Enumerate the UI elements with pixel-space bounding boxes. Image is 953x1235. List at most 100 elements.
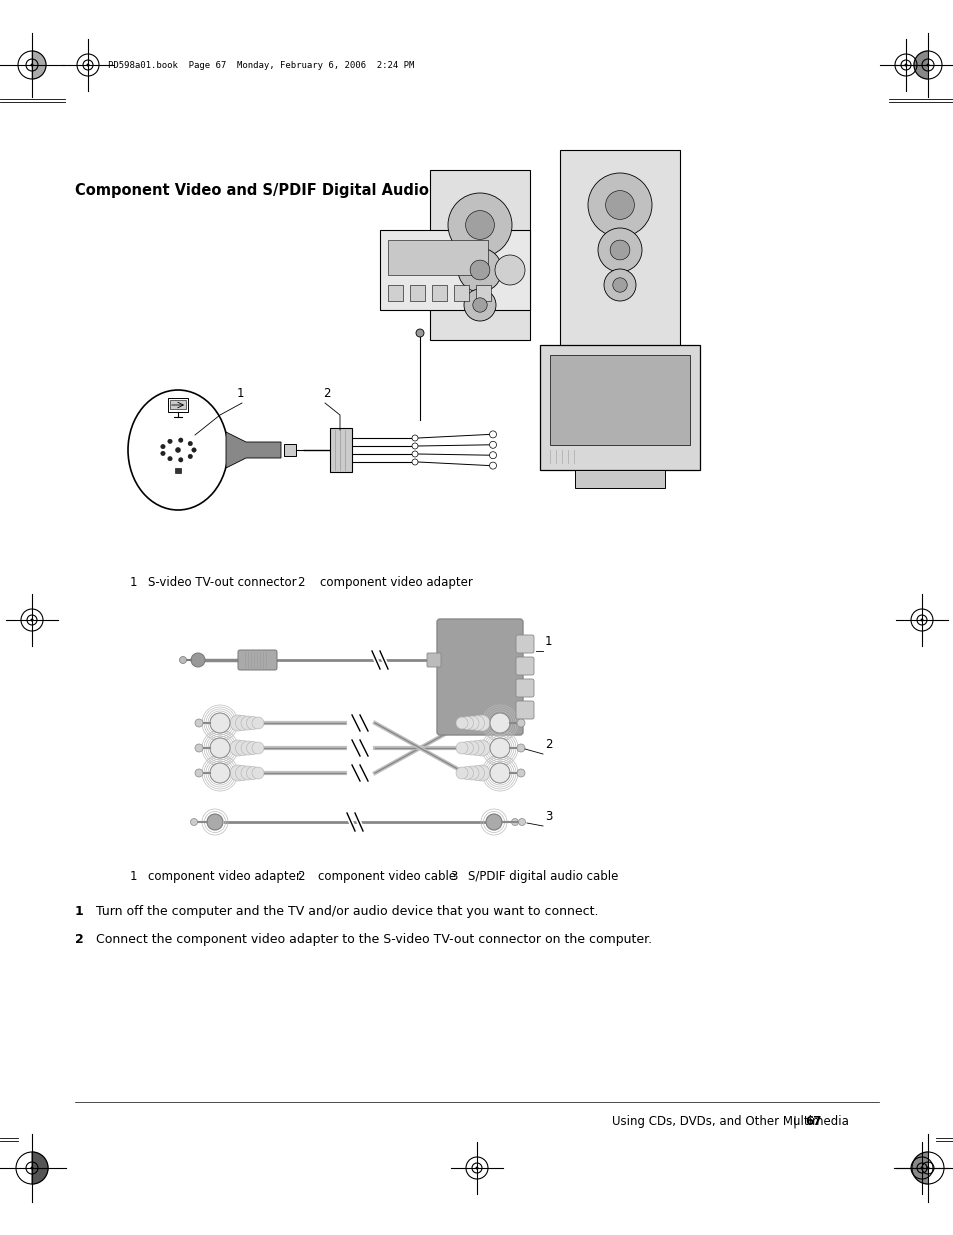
Circle shape bbox=[412, 443, 417, 450]
Circle shape bbox=[517, 743, 524, 752]
Circle shape bbox=[246, 716, 259, 730]
FancyBboxPatch shape bbox=[516, 657, 534, 676]
Circle shape bbox=[473, 298, 487, 312]
Circle shape bbox=[469, 766, 484, 781]
Circle shape bbox=[161, 451, 165, 456]
Text: component video cable: component video cable bbox=[317, 869, 456, 883]
Text: 1: 1 bbox=[236, 387, 244, 400]
Circle shape bbox=[903, 63, 906, 67]
Text: PD598a01.book  Page 67  Monday, February 6, 2006  2:24 PM: PD598a01.book Page 67 Monday, February 6… bbox=[108, 61, 414, 69]
Circle shape bbox=[30, 619, 33, 621]
Circle shape bbox=[490, 763, 510, 783]
Circle shape bbox=[416, 329, 423, 337]
Circle shape bbox=[517, 769, 524, 777]
Text: S-video TV-out connector: S-video TV-out connector bbox=[148, 576, 296, 589]
Circle shape bbox=[194, 769, 203, 777]
Circle shape bbox=[246, 741, 259, 755]
Text: 2: 2 bbox=[296, 576, 304, 589]
Circle shape bbox=[230, 740, 246, 756]
Circle shape bbox=[241, 716, 254, 730]
Circle shape bbox=[469, 741, 484, 756]
Circle shape bbox=[489, 431, 496, 438]
Circle shape bbox=[252, 718, 264, 729]
FancyBboxPatch shape bbox=[174, 468, 181, 473]
Circle shape bbox=[30, 63, 33, 67]
Wedge shape bbox=[913, 51, 927, 79]
FancyBboxPatch shape bbox=[436, 619, 522, 735]
FancyBboxPatch shape bbox=[168, 398, 188, 412]
Circle shape bbox=[241, 741, 254, 755]
FancyBboxPatch shape bbox=[550, 354, 689, 445]
Circle shape bbox=[463, 289, 496, 321]
Text: 67: 67 bbox=[804, 1115, 821, 1128]
Circle shape bbox=[235, 741, 251, 756]
FancyBboxPatch shape bbox=[410, 285, 424, 301]
Circle shape bbox=[464, 766, 478, 781]
Text: component video adapter: component video adapter bbox=[319, 576, 473, 589]
Circle shape bbox=[925, 63, 928, 67]
Circle shape bbox=[605, 190, 634, 220]
Circle shape bbox=[475, 1167, 478, 1170]
Circle shape bbox=[457, 248, 501, 291]
Circle shape bbox=[610, 240, 629, 259]
Ellipse shape bbox=[128, 390, 228, 510]
Circle shape bbox=[252, 742, 264, 755]
Circle shape bbox=[470, 261, 490, 280]
FancyBboxPatch shape bbox=[330, 429, 352, 472]
Circle shape bbox=[920, 1167, 923, 1170]
Circle shape bbox=[241, 766, 254, 781]
Circle shape bbox=[517, 719, 524, 727]
Text: 1: 1 bbox=[544, 635, 552, 648]
FancyBboxPatch shape bbox=[575, 471, 664, 488]
Circle shape bbox=[598, 228, 641, 272]
Text: 2: 2 bbox=[544, 739, 552, 751]
Circle shape bbox=[179, 657, 186, 663]
Circle shape bbox=[465, 211, 494, 240]
Wedge shape bbox=[32, 51, 46, 79]
Circle shape bbox=[168, 440, 172, 443]
Circle shape bbox=[490, 739, 510, 758]
Circle shape bbox=[412, 451, 417, 457]
FancyBboxPatch shape bbox=[430, 170, 530, 340]
Text: S/PDIF digital audio cable: S/PDIF digital audio cable bbox=[468, 869, 618, 883]
Circle shape bbox=[235, 766, 251, 781]
Circle shape bbox=[489, 462, 496, 469]
Circle shape bbox=[210, 739, 230, 758]
FancyBboxPatch shape bbox=[539, 345, 700, 471]
Circle shape bbox=[495, 254, 524, 285]
Text: 1: 1 bbox=[130, 869, 137, 883]
Text: 2: 2 bbox=[323, 387, 330, 400]
Wedge shape bbox=[911, 1152, 927, 1184]
Circle shape bbox=[587, 173, 651, 237]
Circle shape bbox=[448, 193, 512, 257]
Circle shape bbox=[464, 741, 478, 755]
Circle shape bbox=[490, 713, 510, 734]
Circle shape bbox=[460, 741, 473, 755]
Circle shape bbox=[210, 713, 230, 734]
FancyBboxPatch shape bbox=[432, 285, 447, 301]
Text: 3: 3 bbox=[450, 869, 456, 883]
Wedge shape bbox=[32, 1152, 48, 1184]
FancyBboxPatch shape bbox=[427, 653, 440, 667]
Circle shape bbox=[207, 814, 223, 830]
Circle shape bbox=[489, 452, 496, 458]
Circle shape bbox=[191, 819, 197, 825]
Circle shape bbox=[175, 447, 180, 452]
FancyBboxPatch shape bbox=[516, 635, 534, 653]
Text: Using CDs, DVDs, and Other Multimedia: Using CDs, DVDs, and Other Multimedia bbox=[612, 1115, 848, 1128]
Text: 1: 1 bbox=[130, 576, 137, 589]
Circle shape bbox=[246, 767, 259, 779]
Circle shape bbox=[87, 63, 90, 67]
Circle shape bbox=[178, 458, 183, 462]
Circle shape bbox=[412, 435, 417, 441]
Circle shape bbox=[469, 715, 484, 730]
Circle shape bbox=[603, 269, 636, 301]
FancyBboxPatch shape bbox=[237, 650, 276, 671]
FancyBboxPatch shape bbox=[284, 445, 295, 456]
Circle shape bbox=[456, 767, 468, 779]
Circle shape bbox=[188, 454, 193, 458]
FancyBboxPatch shape bbox=[516, 701, 534, 719]
Circle shape bbox=[456, 718, 468, 729]
Circle shape bbox=[178, 438, 183, 442]
FancyBboxPatch shape bbox=[559, 149, 679, 350]
